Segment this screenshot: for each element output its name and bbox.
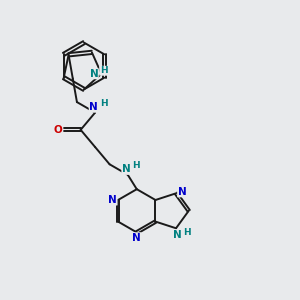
Text: N: N — [89, 69, 98, 79]
Text: N: N — [108, 195, 117, 205]
Text: H: H — [100, 99, 107, 108]
Text: N: N — [132, 233, 141, 243]
Text: N: N — [89, 102, 98, 112]
Text: H: H — [184, 228, 191, 237]
Text: N: N — [178, 187, 186, 197]
Text: N: N — [122, 164, 130, 174]
Text: N: N — [173, 230, 182, 240]
Text: O: O — [54, 125, 62, 135]
Text: H: H — [100, 66, 107, 75]
Text: H: H — [132, 161, 140, 170]
